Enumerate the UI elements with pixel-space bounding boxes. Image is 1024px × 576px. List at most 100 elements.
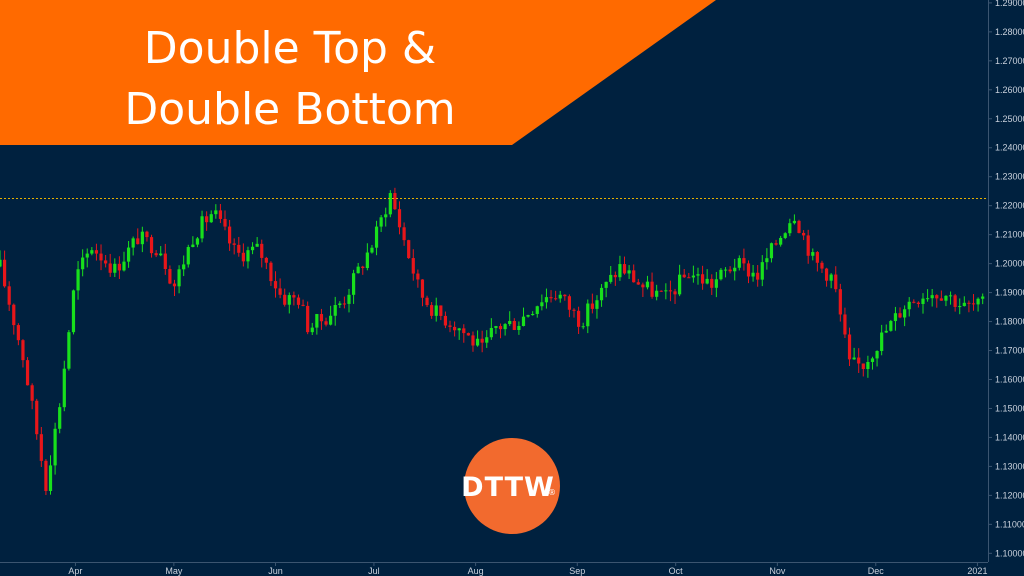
candle-down	[269, 262, 273, 282]
candle-up	[214, 210, 218, 215]
candle-up	[494, 326, 498, 328]
candle-up	[678, 274, 682, 295]
price-tick-label: 1.22000	[995, 201, 1024, 211]
title-line-2: Double Bottom	[124, 84, 455, 135]
candle-up	[457, 328, 461, 331]
candle-down	[576, 310, 581, 327]
candle-up	[714, 279, 718, 288]
candle-down	[2, 259, 7, 287]
candle-down	[296, 297, 301, 305]
price-tick-label: 1.10000	[995, 548, 1024, 558]
candle-up	[503, 324, 507, 330]
candle-up	[113, 263, 117, 273]
candle-up	[200, 216, 204, 239]
candle-down	[301, 304, 305, 306]
candle-up	[315, 314, 319, 328]
candle-up	[81, 257, 85, 270]
candle-up	[889, 321, 893, 331]
candle-up	[379, 217, 383, 227]
candle-down	[847, 334, 852, 360]
candle-down	[728, 269, 732, 272]
time-tick-label: Jul	[368, 566, 380, 576]
candle-up	[705, 278, 709, 284]
candle-up	[852, 357, 856, 360]
candle-up	[664, 290, 668, 292]
candle-up	[581, 326, 585, 328]
candle-down	[94, 250, 99, 254]
time-tick-label: Sep	[569, 566, 585, 576]
candle-down	[172, 283, 177, 287]
candle-up	[287, 295, 291, 305]
logo-circle	[464, 438, 560, 534]
candle-down	[682, 274, 686, 278]
candle-up	[544, 297, 549, 303]
candle-up	[696, 274, 700, 276]
price-tick-label: 1.11000	[995, 519, 1024, 529]
candle-down	[260, 243, 264, 258]
candle-down	[971, 303, 976, 305]
candle-up	[884, 330, 888, 333]
price-tick-label: 1.14000	[995, 432, 1024, 442]
candle-down	[7, 286, 11, 305]
candle-up	[691, 275, 695, 278]
candle-down	[361, 266, 365, 269]
candle-down	[700, 274, 705, 284]
candle-up	[586, 303, 590, 327]
dttw-logo: DTTW ®	[461, 438, 560, 534]
candle-up	[627, 270, 631, 274]
candle-up	[655, 290, 659, 297]
candle-up	[48, 465, 53, 491]
candle-down	[117, 263, 121, 271]
candle-up	[719, 269, 723, 280]
candle-up	[558, 294, 562, 299]
candle-up	[526, 315, 530, 317]
candle-up	[604, 281, 608, 288]
candle-up	[356, 266, 360, 274]
candle-down	[283, 294, 287, 305]
candle-up	[508, 320, 512, 325]
time-axis: Apr May Jun Jul Aug Sep Oct Nov Dec 2021	[0, 562, 988, 576]
candle-down	[838, 289, 842, 315]
candle-up	[209, 214, 213, 223]
candle-down	[25, 360, 30, 386]
candle-up	[921, 298, 925, 304]
candle-up	[90, 250, 94, 254]
candle-down	[273, 281, 278, 289]
candle-up	[595, 300, 599, 309]
candle-up	[903, 309, 907, 318]
candle-down	[549, 297, 553, 299]
candle-up	[788, 223, 792, 234]
candle-down	[12, 304, 16, 326]
candle-down	[590, 303, 594, 309]
candle-up	[338, 303, 342, 306]
candle-up	[159, 253, 163, 256]
candle-down	[292, 295, 296, 298]
candle-up	[374, 226, 379, 248]
candle-up	[388, 193, 392, 215]
candle-down	[44, 460, 48, 491]
candle-down	[953, 295, 957, 307]
candle-down	[939, 298, 943, 301]
candle-down	[99, 253, 103, 261]
candle-up	[351, 273, 356, 295]
candle-down	[572, 309, 576, 311]
candle-down	[319, 314, 324, 322]
candle-up	[779, 237, 783, 245]
candle-down	[563, 294, 567, 297]
candle-down	[912, 301, 916, 303]
candle-down	[687, 277, 691, 279]
candle-up	[0, 259, 2, 267]
price-tick-label: 1.27000	[995, 56, 1024, 66]
price-tick-label: 1.26000	[995, 85, 1024, 95]
candle-down	[241, 252, 245, 262]
candle-down	[659, 290, 663, 292]
candle-down	[393, 193, 397, 210]
candle-up	[131, 238, 135, 248]
candle-up	[609, 274, 613, 282]
candle-down	[471, 335, 475, 346]
candle-down	[342, 303, 346, 305]
candle-down	[149, 237, 154, 254]
candle-down	[16, 325, 20, 341]
candle-up	[140, 231, 144, 245]
candle-down	[498, 326, 503, 330]
